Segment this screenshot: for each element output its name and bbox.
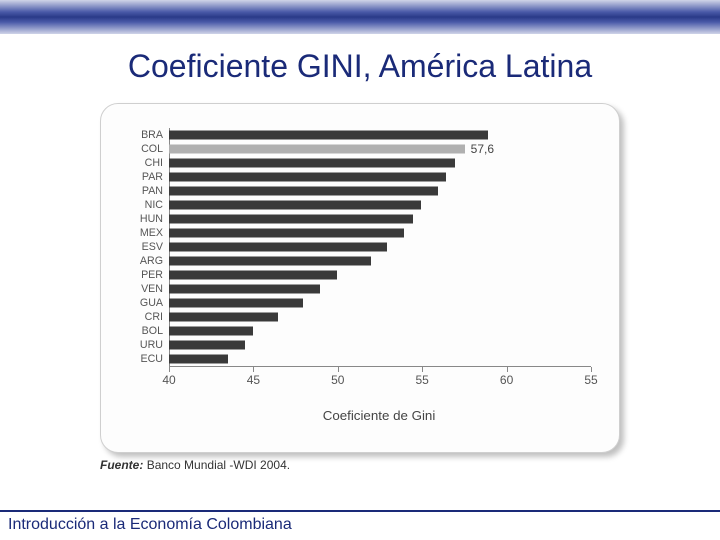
bar-row: VEN: [131, 282, 589, 296]
bar-fill: [169, 313, 278, 322]
bar-row: BOL: [131, 324, 589, 338]
bar-fill: [169, 243, 387, 252]
x-tick: [253, 367, 254, 372]
bar-row: ARG: [131, 254, 589, 268]
bar-fill: [169, 285, 320, 294]
bar-fill: [169, 341, 245, 350]
x-tick-label: 55: [584, 373, 597, 387]
footer-text: Introducción a la Economía Colombiana: [8, 516, 292, 534]
bar-row: CRI: [131, 310, 589, 324]
bar-row: ECU: [131, 352, 589, 366]
bar-row: URU: [131, 338, 589, 352]
x-tick-label: 45: [247, 373, 260, 387]
bar-fill: [169, 201, 421, 210]
bar-label: VEN: [131, 283, 169, 295]
bar-label: URU: [131, 339, 169, 351]
source-label: Fuente:: [100, 458, 143, 472]
value-callout: 57,6: [471, 142, 494, 156]
bar-track: [169, 240, 589, 254]
bar-row: PAN: [131, 184, 589, 198]
bar-label: MEX: [131, 227, 169, 239]
x-tick: [591, 367, 592, 372]
bar-label: ESV: [131, 241, 169, 253]
bar-track: [169, 170, 589, 184]
x-axis: 404550556055: [169, 366, 591, 390]
bar-label: ECU: [131, 353, 169, 365]
bar-row: ESV: [131, 240, 589, 254]
bar-label: ARG: [131, 255, 169, 267]
bar-track: [169, 310, 589, 324]
x-tick: [507, 367, 508, 372]
footer-rule: [0, 510, 720, 512]
chart-card: BRA COL 57,6 CHI PAR PAN NIC HUN MEX ESV ARG PER VEN…: [100, 103, 620, 453]
bar-row: BRA: [131, 128, 589, 142]
bar-fill: [169, 271, 337, 280]
bar-label: PAR: [131, 171, 169, 183]
bar-fill: [169, 187, 438, 196]
bar-label: COL: [131, 143, 169, 155]
bar-fill: [169, 257, 371, 266]
x-tick: [422, 367, 423, 372]
bar-label: BRA: [131, 129, 169, 141]
bar-row: NIC: [131, 198, 589, 212]
x-tick-label: 60: [500, 373, 513, 387]
bar-row: COL 57,6: [131, 142, 589, 156]
slide-title: Coeficiente GINI, América Latina: [0, 34, 720, 95]
x-tick-label: 50: [331, 373, 344, 387]
bar-fill: [169, 229, 404, 238]
source-line: Fuente: Banco Mundial -WDI 2004.: [100, 458, 290, 472]
bar-track: [169, 156, 589, 170]
bar-row: MEX: [131, 226, 589, 240]
bar-row: HUN: [131, 212, 589, 226]
bar-fill: [169, 327, 253, 336]
x-tick: [169, 367, 170, 372]
bar-track: [169, 184, 589, 198]
bar-track: [169, 352, 589, 366]
x-tick-label: 55: [416, 373, 429, 387]
bar-track: [169, 338, 589, 352]
bar-row: CHI: [131, 156, 589, 170]
bar-track: [169, 128, 589, 142]
bar-fill: [169, 173, 446, 182]
bar-track: [169, 254, 589, 268]
bar-series: BRA COL 57,6 CHI PAR PAN NIC HUN MEX ESV ARG PER VEN…: [131, 128, 589, 366]
bar-label: CHI: [131, 157, 169, 169]
bar-label: NIC: [131, 199, 169, 211]
bar-label: GUA: [131, 297, 169, 309]
bar-track: [169, 212, 589, 226]
bar-track: [169, 282, 589, 296]
bar-track: [169, 268, 589, 282]
bar-label: CRI: [131, 311, 169, 323]
bar-track: 57,6: [169, 142, 589, 156]
source-text: Banco Mundial -WDI 2004.: [147, 458, 290, 472]
bar-fill: [169, 145, 465, 154]
bar-label: HUN: [131, 213, 169, 225]
bar-row: PER: [131, 268, 589, 282]
bar-fill: [169, 131, 488, 140]
x-tick-label: 40: [162, 373, 175, 387]
x-tick: [338, 367, 339, 372]
plot-area: BRA COL 57,6 CHI PAR PAN NIC HUN MEX ESV ARG PER VEN…: [131, 128, 589, 423]
bar-fill: [169, 215, 413, 224]
header-band: [0, 0, 720, 34]
bar-fill: [169, 159, 455, 168]
bar-label: PER: [131, 269, 169, 281]
bar-track: [169, 226, 589, 240]
bar-row: PAR: [131, 170, 589, 184]
bar-track: [169, 296, 589, 310]
bar-row: GUA: [131, 296, 589, 310]
bar-track: [169, 198, 589, 212]
bar-track: [169, 324, 589, 338]
bar-fill: [169, 355, 228, 364]
bar-label: PAN: [131, 185, 169, 197]
bar-fill: [169, 299, 303, 308]
x-axis-title: Coeficiente de Gini: [169, 408, 589, 423]
bar-label: BOL: [131, 325, 169, 337]
